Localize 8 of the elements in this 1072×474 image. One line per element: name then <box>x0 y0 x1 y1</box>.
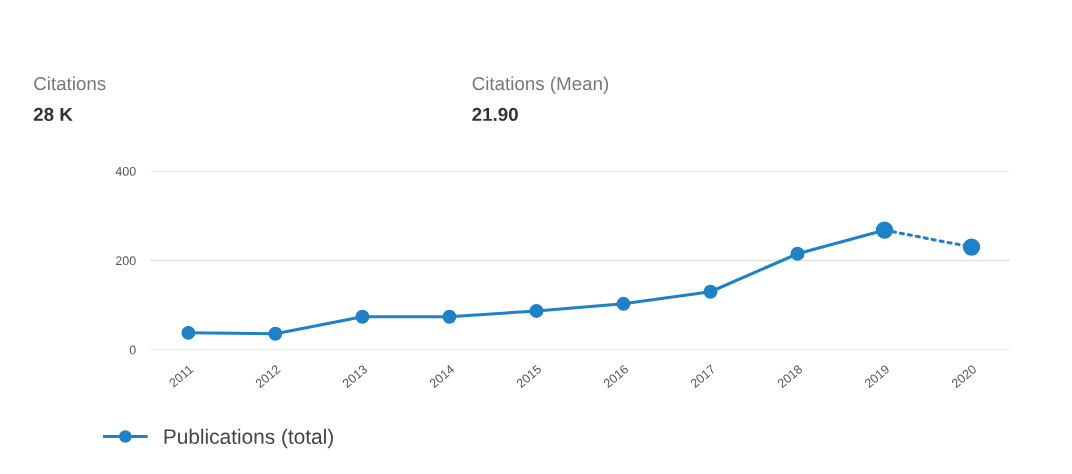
y-tick-label: 0 <box>129 345 136 355</box>
y-tick-label: 200 <box>115 256 136 266</box>
text: 28 K <box>33 107 73 122</box>
y-tick-label: 400 <box>115 166 136 176</box>
text: Citations (Mean) <box>472 76 609 94</box>
legend-label: Publications (total) <box>164 428 333 449</box>
text: Citations <box>34 76 106 91</box>
text: 21.90 <box>472 107 518 122</box>
